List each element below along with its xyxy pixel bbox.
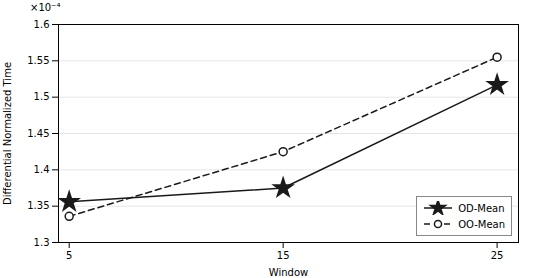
html-text:OO-Mean: OO-Mean	[458, 218, 505, 230]
svg-text:1.55: 1.55	[27, 55, 49, 66]
svg-text:Differential Normalized Time: Differential Normalized Time	[2, 62, 13, 205]
svg-text:1.45: 1.45	[27, 128, 49, 139]
svg-text:1.3: 1.3	[34, 237, 50, 248]
html-text:×10⁻⁴: ×10⁻⁴	[30, 2, 61, 13]
svg-text:1.4: 1.4	[34, 164, 50, 175]
svg-text:Window: Window	[269, 267, 308, 278]
svg-text:1.35: 1.35	[27, 200, 49, 211]
svg-text:1.5: 1.5	[34, 91, 50, 102]
html-text:OD-Mean: OD-Mean	[458, 202, 505, 214]
svg-text:5: 5	[66, 250, 72, 261]
svg-text:25: 25	[491, 250, 504, 261]
svg-text:15: 15	[277, 250, 290, 261]
svg-text:1.6: 1.6	[34, 19, 50, 30]
